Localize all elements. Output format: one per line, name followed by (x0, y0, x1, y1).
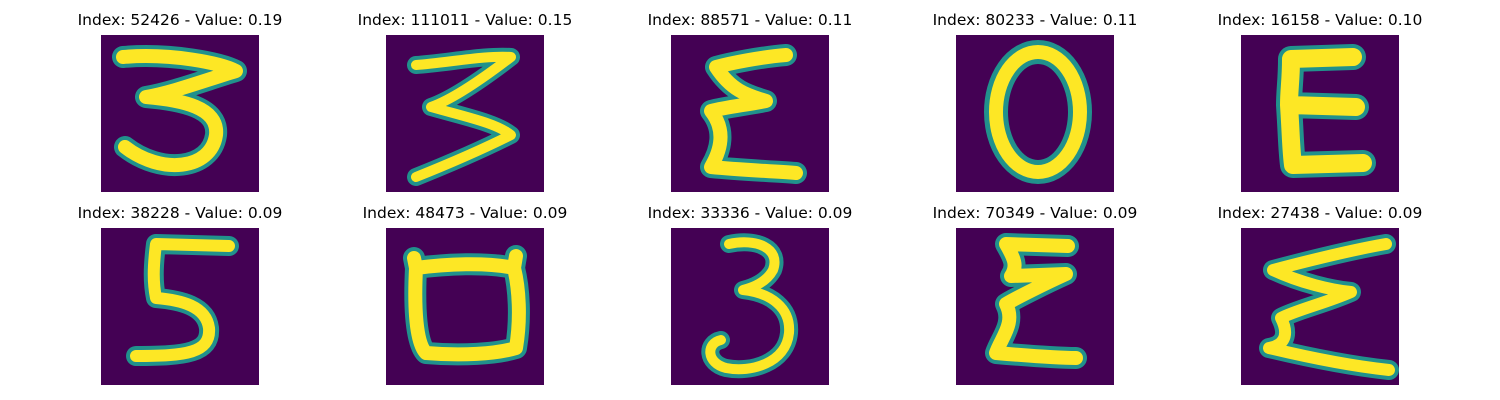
panel-title: Index: 88571 - Value: 0.11 (647, 11, 853, 29)
digit-image (956, 228, 1114, 385)
panel-title: Index: 33336 - Value: 0.09 (647, 204, 853, 222)
digit-image (101, 35, 259, 192)
digit-image (386, 35, 544, 192)
panel-title: Index: 38228 - Value: 0.09 (77, 204, 283, 222)
grid-panel-10: Index: 27438 - Value: 0.09 (1200, 203, 1440, 385)
grid-panel-3: Index: 88571 - Value: 0.11 (630, 10, 870, 192)
grid-panel-1: Index: 52426 - Value: 0.19 (60, 10, 300, 192)
panel-title: Index: 48473 - Value: 0.09 (362, 204, 568, 222)
digit-image (1241, 35, 1399, 192)
grid-panel-6: Index: 38228 - Value: 0.09 (60, 203, 300, 385)
grid-panel-9: Index: 70349 - Value: 0.09 (915, 203, 1155, 385)
digit-image (101, 228, 259, 385)
grid-panel-8: Index: 33336 - Value: 0.09 (630, 203, 870, 385)
grid-panel-4: Index: 80233 - Value: 0.11 (915, 10, 1155, 192)
digit-image (956, 35, 1114, 192)
digit-image (671, 228, 829, 385)
digit-image (386, 228, 544, 385)
digit-image (1241, 228, 1399, 385)
panel-title: Index: 16158 - Value: 0.10 (1217, 11, 1423, 29)
panel-title: Index: 70349 - Value: 0.09 (932, 204, 1138, 222)
panel-title: Index: 52426 - Value: 0.19 (77, 11, 283, 29)
grid-panel-7: Index: 48473 - Value: 0.09 (345, 203, 585, 385)
panel-title: Index: 80233 - Value: 0.11 (932, 11, 1138, 29)
panel-title: Index: 27438 - Value: 0.09 (1217, 204, 1423, 222)
grid-panel-5: Index: 16158 - Value: 0.10 (1200, 10, 1440, 192)
digit-image (671, 35, 829, 192)
panel-title: Index: 111011 - Value: 0.15 (357, 11, 573, 29)
grid-panel-2: Index: 111011 - Value: 0.15 (345, 10, 585, 192)
